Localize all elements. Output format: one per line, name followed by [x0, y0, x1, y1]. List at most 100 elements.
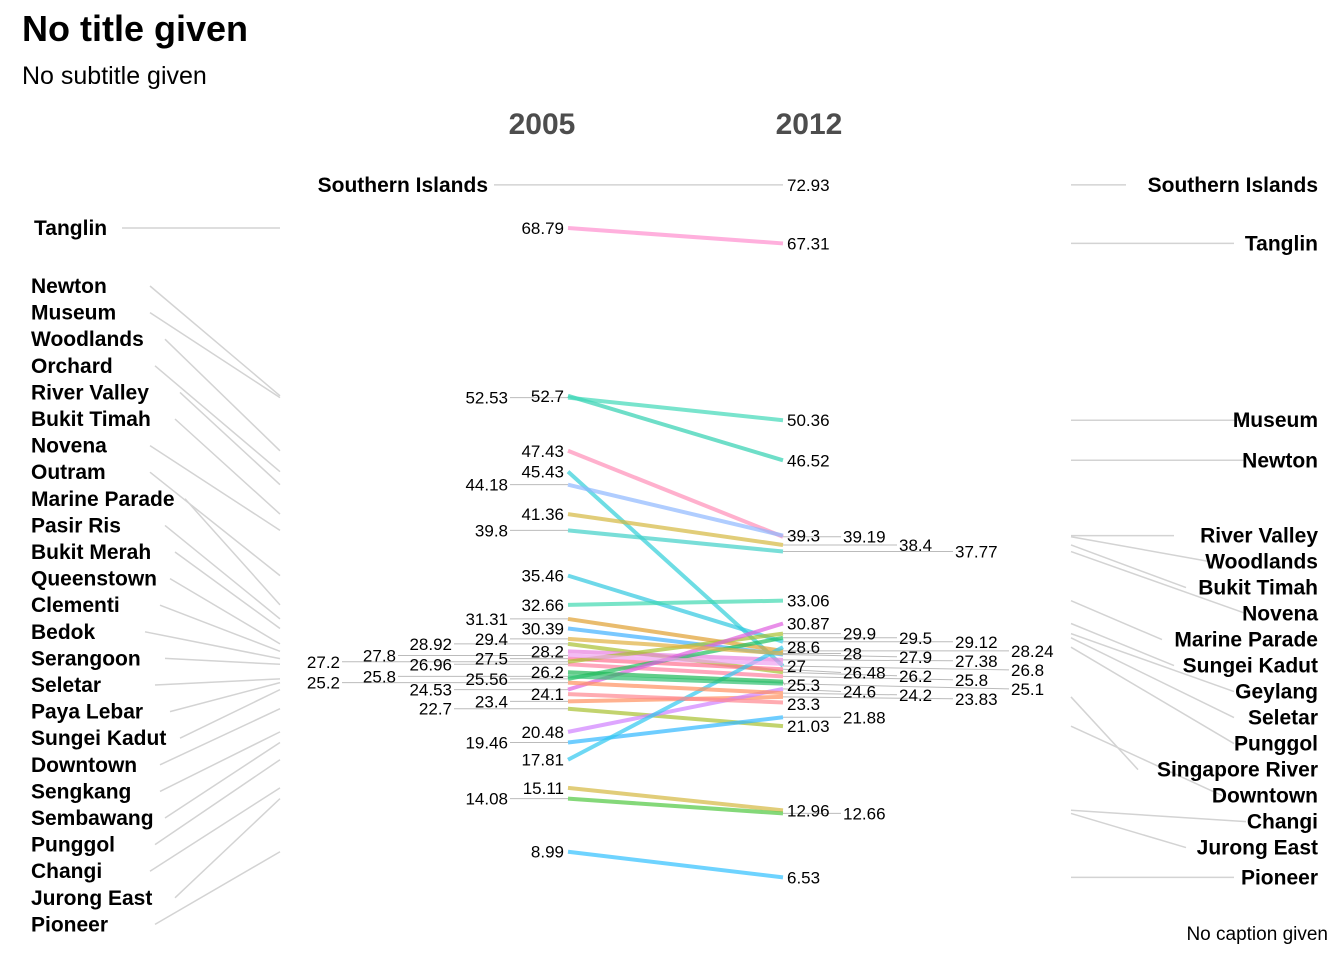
leader-line [144, 631, 281, 660]
value-label-2005: 29.4 [475, 630, 508, 649]
value-label-2005: 24.1 [531, 685, 564, 704]
value-label-2012: 25.1 [1011, 680, 1044, 699]
value-label-2005: 8.99 [531, 843, 564, 862]
series-line [567, 692, 784, 705]
leader-line [159, 708, 281, 766]
value-label-2012: 23.83 [955, 690, 998, 709]
leader-line [1070, 809, 1247, 823]
value-label-2012: 28.6 [787, 638, 820, 657]
leader-line [174, 418, 281, 515]
leader-line [164, 657, 281, 666]
leader-line [159, 604, 281, 653]
series-line [567, 796, 784, 816]
value-label-2005: 27.8 [363, 647, 396, 666]
left-label: Novena [31, 435, 107, 458]
leader-line [174, 551, 281, 630]
leader-line [179, 688, 281, 739]
leader-line [1070, 646, 1235, 745]
leader-line [154, 759, 281, 846]
chart-caption: No caption given [1186, 924, 1328, 945]
value-label-2012: 29.12 [955, 633, 998, 652]
leader-line [164, 524, 281, 620]
value-label-2005: 15.11 [523, 779, 564, 798]
value-label-2012: 26.2 [899, 667, 932, 686]
left-label: Downtown [31, 754, 137, 777]
value-connector [782, 665, 1010, 671]
value-connector [782, 668, 842, 673]
leader-line [149, 444, 281, 531]
series-line [567, 395, 784, 423]
right-label: River Valley [1200, 525, 1318, 548]
x-label-2012: 2012 [776, 108, 843, 141]
left-label: Pasir Ris [31, 514, 121, 537]
leader-line [164, 338, 281, 452]
series-line [567, 528, 784, 554]
value-connector [782, 659, 954, 662]
left-label: Queenstown [31, 568, 157, 591]
value-label-2012: 27 [787, 657, 806, 676]
series-line [567, 715, 784, 745]
left-label: Woodlands [31, 328, 144, 351]
value-label-2012: 72.93 [787, 176, 830, 195]
leader-line [1070, 696, 1139, 771]
series-line [567, 849, 784, 880]
value-label-2012: 50.36 [787, 411, 830, 430]
leader-line [179, 391, 281, 486]
leader-line [1070, 622, 1175, 667]
value-label-2012: 21.88 [843, 708, 886, 727]
leader-line [154, 851, 281, 926]
value-label-2005: 25.56 [465, 670, 508, 689]
leader-line [1070, 812, 1187, 849]
value-label-2005: 45.43 [521, 463, 564, 482]
value-connector [782, 683, 1010, 690]
left-label: River Valley [31, 381, 149, 404]
value-label-2005: 27.5 [475, 650, 508, 669]
value-label-2012: 23.3 [787, 695, 820, 714]
value-label-2012: 21.03 [787, 717, 830, 736]
value-label-2012: 28 [843, 644, 862, 663]
series-line [567, 686, 784, 734]
right-label: Singapore River [1157, 759, 1318, 782]
value-label-2005: 28.2 [531, 642, 564, 661]
value-connector [782, 696, 954, 700]
leader-line [184, 498, 281, 606]
leader-line [159, 731, 281, 793]
leader-line [1070, 725, 1223, 797]
value-label-2012: 38.4 [899, 536, 932, 555]
left-label: Bedok [31, 621, 96, 644]
left-label: Paya Lebar [31, 701, 143, 724]
leader-line [1070, 535, 1211, 563]
value-label-2005: 68.79 [521, 219, 564, 238]
leader-line [149, 311, 281, 399]
value-connector [782, 671, 898, 677]
value-label-2005: 35.46 [521, 567, 564, 586]
leader-line [149, 471, 281, 577]
value-connector [782, 653, 898, 658]
right-label: Punggol [1234, 733, 1318, 756]
value-label-2012: 25.3 [787, 676, 820, 695]
left-label: Museum [31, 302, 116, 325]
value-connector [782, 692, 898, 696]
value-label-2005: 19.46 [465, 734, 508, 753]
value-label-2005: 41.36 [521, 505, 564, 524]
leader-line [169, 681, 281, 713]
series-line [567, 598, 784, 607]
left-label: Tanglin [34, 217, 107, 240]
right-label: Museum [1233, 409, 1318, 432]
leader-line [174, 798, 281, 899]
series-line [567, 393, 784, 463]
leader-line [149, 787, 281, 872]
value-label-2012: 29.5 [899, 629, 932, 648]
value-label-2005: 31.31 [465, 610, 508, 629]
value-label-2012: 6.53 [787, 868, 820, 887]
value-label-2005: 17.81 [521, 751, 564, 770]
value-label-2005: 24.53 [409, 681, 452, 700]
series-line [567, 636, 784, 656]
value-label-2005: 20.48 [521, 723, 564, 742]
left-label: Jurong East [31, 887, 152, 910]
value-label-2012: 24.2 [899, 686, 932, 705]
value-label-2005: 25.2 [307, 674, 340, 693]
value-label-2005: 39.8 [475, 521, 508, 540]
leader-line [1070, 550, 1247, 615]
value-label-2012: 26.48 [843, 663, 886, 682]
